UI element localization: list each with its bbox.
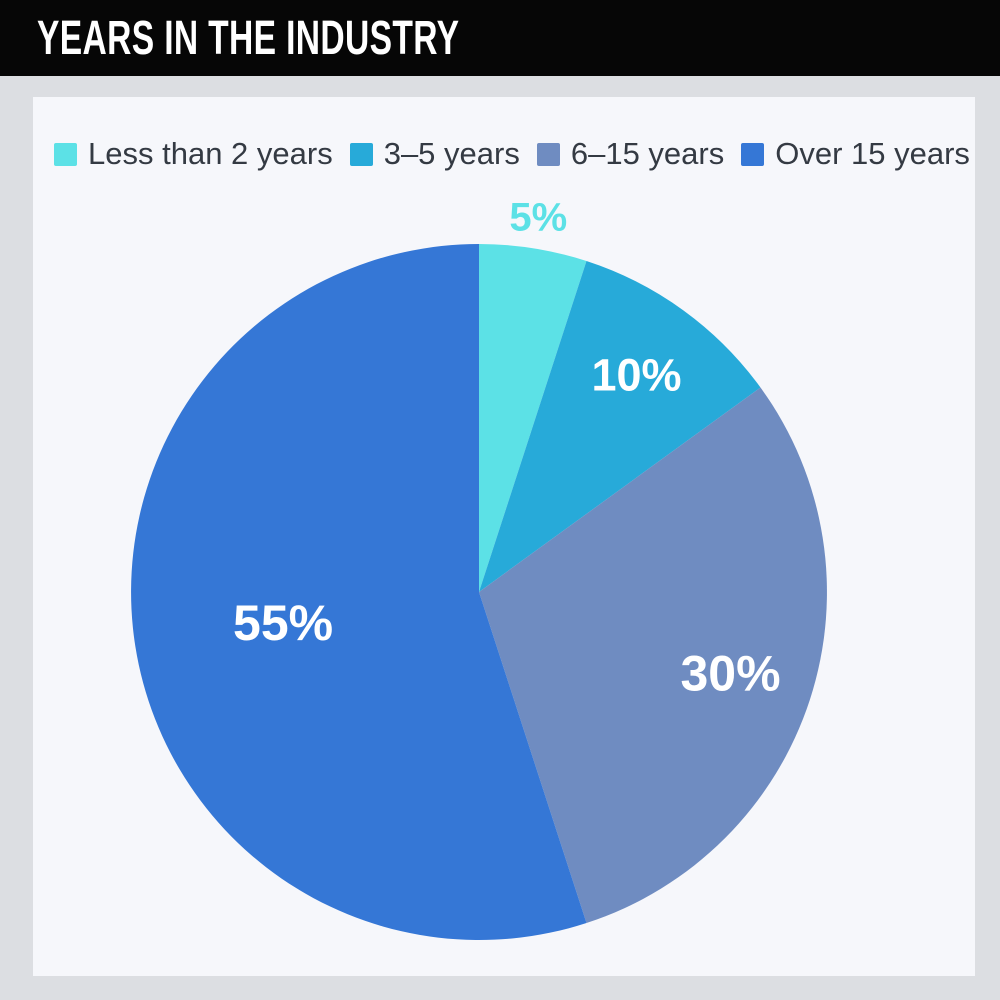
header-bar: YEARS IN THE INDUSTRY: [0, 0, 1000, 76]
pie-slice-label-2: 30%: [680, 646, 780, 702]
pie-chart: 5% 10% 30% 55%: [131, 195, 827, 940]
legend-label: 6–15 years: [570, 136, 725, 171]
legend-label: Less than 2 years: [88, 136, 333, 171]
pie-slice-2: [479, 387, 827, 923]
pie-slice-label-0: 5%: [509, 195, 567, 239]
legend-label: Over 15 years: [775, 136, 970, 171]
pie-slice-1: [479, 261, 761, 592]
legend-item-6-15-years: 6–15 years: [536, 136, 725, 172]
page-title: YEARS IN THE INDUSTRY: [37, 11, 460, 65]
chart-card: Less than 2 years 3–5 years 6–15 years O…: [33, 97, 975, 976]
legend-item-3-5-years: 3–5 years: [349, 136, 520, 172]
pie-slice-label-3: 55%: [233, 595, 333, 651]
legend-swatch-icon: [349, 142, 373, 166]
legend-item-over-15-years: Over 15 years: [741, 136, 970, 172]
legend-label: 3–5 years: [383, 136, 520, 171]
legend-item-less-than-2-years: Less than 2 years: [54, 136, 333, 172]
pie-slice-label-1: 10%: [591, 350, 681, 401]
legend-swatch-icon: [741, 142, 765, 166]
legend-swatch-icon: [54, 142, 77, 166]
legend-swatch-icon: [536, 142, 560, 166]
pie-slice-0: [479, 244, 587, 592]
legend: Less than 2 years 3–5 years 6–15 years O…: [54, 136, 970, 172]
pie-slice-3: [131, 244, 587, 940]
